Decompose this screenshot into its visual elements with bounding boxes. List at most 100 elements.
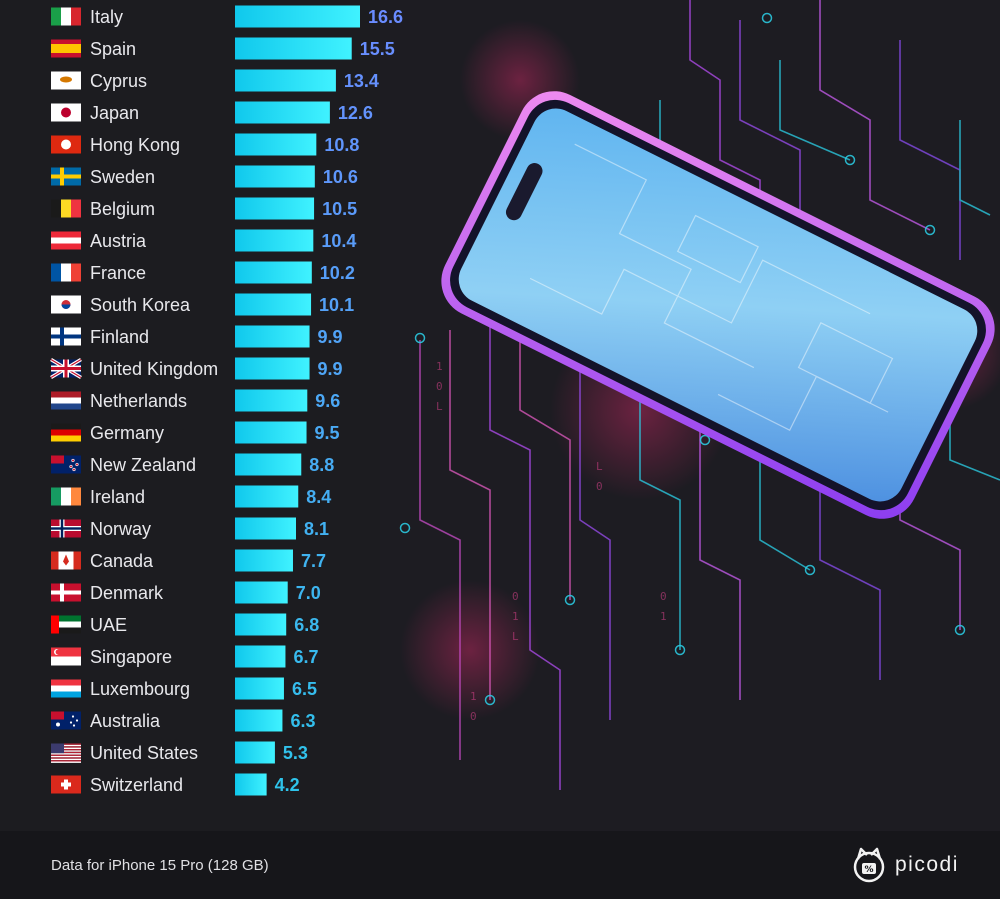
value-label: 10.4 bbox=[321, 231, 356, 251]
logo-text: picodi bbox=[895, 853, 959, 876]
svg-text:0: 0 bbox=[436, 380, 443, 393]
category-label: Switzerland bbox=[90, 775, 183, 795]
value-label: 6.5 bbox=[292, 679, 317, 699]
category-label: Hong Kong bbox=[90, 135, 180, 155]
source-note: Data for iPhone 15 Pro (128 GB) bbox=[51, 857, 269, 874]
svg-text:0: 0 bbox=[512, 590, 519, 603]
bar bbox=[235, 741, 275, 764]
hong-kong-flag-icon bbox=[51, 135, 81, 154]
bar bbox=[235, 389, 308, 412]
category-label: Luxembourg bbox=[90, 679, 190, 699]
bar bbox=[235, 485, 299, 508]
value-label: 10.2 bbox=[320, 263, 355, 283]
value-label: 6.3 bbox=[290, 711, 315, 731]
value-label: 5.3 bbox=[283, 743, 308, 763]
svg-text:0: 0 bbox=[470, 710, 477, 723]
chart-row: Singapore 6.7 bbox=[51, 645, 318, 668]
bar bbox=[235, 677, 284, 700]
category-label: Cyprus bbox=[90, 71, 147, 91]
finland-flag-icon bbox=[51, 327, 81, 346]
value-label: 7.7 bbox=[301, 551, 326, 571]
singapore-flag-icon bbox=[51, 647, 81, 666]
svg-text:1: 1 bbox=[470, 690, 477, 703]
category-label: United States bbox=[90, 743, 198, 763]
australia-flag-icon bbox=[51, 711, 81, 730]
value-label: 9.9 bbox=[318, 359, 343, 379]
chart-row: Spain 15.5 bbox=[51, 37, 395, 60]
bar bbox=[235, 613, 287, 636]
denmark-flag-icon bbox=[51, 583, 81, 602]
category-label: Canada bbox=[90, 551, 154, 571]
footer bbox=[0, 831, 1000, 899]
svg-text:0: 0 bbox=[660, 590, 667, 603]
luxembourg-flag-icon bbox=[51, 679, 81, 698]
category-label: Sweden bbox=[90, 167, 155, 187]
chart-row: Finland 9.9 bbox=[51, 325, 343, 348]
chart-row: Luxembourg 6.5 bbox=[51, 677, 317, 700]
bar bbox=[235, 197, 315, 220]
svg-text:L: L bbox=[512, 630, 519, 643]
spain-flag-icon bbox=[51, 39, 81, 58]
value-label: 13.4 bbox=[344, 71, 379, 91]
cyprus-flag-icon bbox=[51, 71, 81, 90]
japan-flag-icon bbox=[51, 103, 81, 122]
bar bbox=[235, 69, 336, 92]
chart-row: Australia 6.3 bbox=[51, 709, 315, 732]
bar bbox=[235, 581, 288, 604]
bar bbox=[235, 101, 330, 124]
belgium-flag-icon bbox=[51, 199, 81, 218]
category-label: New Zealand bbox=[90, 455, 196, 475]
chart-row: Sweden 10.6 bbox=[51, 165, 358, 188]
bar bbox=[235, 453, 302, 476]
austria-flag-icon bbox=[51, 231, 81, 250]
category-label: Spain bbox=[90, 39, 136, 59]
category-label: Finland bbox=[90, 327, 149, 347]
category-label: Australia bbox=[90, 711, 161, 731]
bar bbox=[235, 261, 312, 284]
value-label: 9.5 bbox=[315, 423, 340, 443]
category-label: UAE bbox=[90, 615, 127, 635]
bar bbox=[235, 229, 314, 252]
south-korea-flag-icon bbox=[51, 295, 81, 314]
chart-row: Denmark 7.0 bbox=[51, 581, 321, 604]
value-label: 8.1 bbox=[304, 519, 329, 539]
category-label: France bbox=[90, 263, 146, 283]
svg-text:L: L bbox=[436, 400, 443, 413]
value-label: 16.6 bbox=[368, 7, 403, 27]
norway-flag-icon bbox=[51, 519, 81, 538]
new-zealand-flag-icon bbox=[51, 455, 81, 474]
united-kingdom-flag-icon bbox=[50, 357, 82, 380]
chart-row: Ireland 8.4 bbox=[51, 485, 331, 508]
category-label: Ireland bbox=[90, 487, 145, 507]
bar bbox=[235, 133, 317, 156]
italy-flag-icon bbox=[51, 7, 81, 26]
value-label: 6.7 bbox=[293, 647, 318, 667]
value-label: 10.5 bbox=[322, 199, 357, 219]
bar bbox=[235, 773, 267, 796]
picodi-logo: % picodi bbox=[849, 845, 959, 885]
chart-row: Italy 16.6 bbox=[51, 5, 403, 28]
chart-row: Austria 10.4 bbox=[51, 229, 356, 252]
value-label: 7.0 bbox=[296, 583, 321, 603]
germany-flag-icon bbox=[51, 423, 81, 442]
value-label: 12.6 bbox=[338, 103, 373, 123]
category-label: Belgium bbox=[90, 199, 155, 219]
canada-flag-icon bbox=[51, 551, 81, 570]
chart-row: Canada 7.7 bbox=[51, 549, 326, 572]
iphone-circuit-illustration: 1 0 L 0 1 L L 0 0 1 1 0 bbox=[399, 0, 1000, 790]
chart-row: Germany 9.5 bbox=[51, 421, 340, 444]
bar bbox=[235, 645, 286, 668]
picodi-cat-logo-icon: % bbox=[853, 847, 885, 883]
svg-text:1: 1 bbox=[512, 610, 519, 623]
category-label: Italy bbox=[90, 7, 123, 27]
value-label: 9.9 bbox=[318, 327, 343, 347]
value-label: 10.8 bbox=[324, 135, 359, 155]
value-label: 10.1 bbox=[319, 295, 354, 315]
chart-row: Netherlands 9.6 bbox=[51, 389, 340, 412]
value-label: 15.5 bbox=[360, 39, 395, 59]
chart-row: Hong Kong 10.8 bbox=[51, 133, 359, 156]
bar bbox=[235, 517, 296, 540]
united-states-flag-icon bbox=[51, 743, 81, 763]
chart-row: Japan 12.6 bbox=[51, 101, 373, 124]
category-label: Netherlands bbox=[90, 391, 187, 411]
